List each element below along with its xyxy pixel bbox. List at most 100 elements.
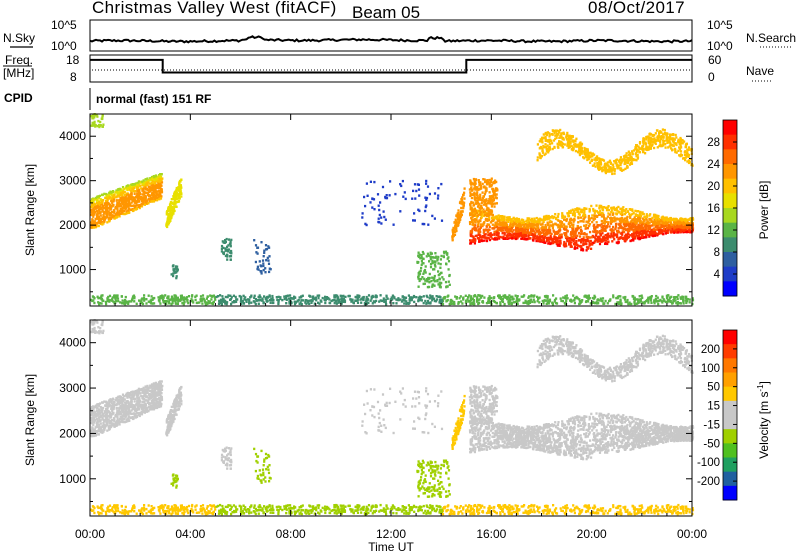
power-echo (494, 188, 497, 191)
power-echo (550, 220, 553, 224)
power-echo (556, 244, 559, 247)
nsearch-label: N.Search (746, 31, 796, 45)
power-echo (429, 263, 433, 266)
power-echo (423, 222, 426, 226)
power-echo (91, 124, 94, 127)
power-echo (503, 231, 506, 235)
power-echo (507, 301, 510, 304)
power-echo (177, 186, 180, 189)
power-echo (580, 239, 583, 242)
power-echo (470, 295, 473, 298)
power-echo (613, 208, 616, 211)
power-echo (612, 167, 615, 170)
power-echo (469, 191, 472, 194)
power-echo (505, 236, 509, 239)
power-echo (605, 162, 608, 166)
power-echo (536, 143, 539, 146)
power-echo (502, 215, 505, 218)
power-echo (429, 257, 432, 261)
power-echo (363, 195, 366, 199)
power-echo (514, 235, 517, 239)
power-echo (136, 192, 139, 195)
power-echo (433, 284, 436, 287)
power-echo (471, 201, 475, 204)
power-echo (479, 196, 482, 199)
power-echo (130, 201, 133, 204)
power-echo (610, 232, 613, 236)
power-echo (685, 222, 688, 225)
power-echo (583, 224, 586, 227)
power-echo (131, 185, 134, 188)
power-echo (614, 302, 617, 306)
power-echo (570, 235, 573, 238)
power-echo (517, 223, 520, 227)
power-echo (528, 220, 531, 223)
power-echo (604, 229, 607, 232)
power-echo (654, 213, 657, 217)
power-echo (665, 218, 668, 221)
power-echo (687, 161, 691, 165)
power-echo (150, 175, 154, 179)
power-echo (152, 175, 155, 178)
power-echo (624, 167, 627, 171)
power-echo (598, 158, 601, 161)
power-echo (377, 217, 380, 220)
power-echo (452, 234, 455, 237)
power-echo (158, 175, 161, 178)
power-echo (482, 208, 485, 211)
power-echo (622, 168, 625, 172)
power-echo (495, 233, 498, 237)
power-echo (175, 189, 178, 192)
power-echo (677, 141, 680, 144)
power-echo (504, 221, 507, 224)
power-echo (539, 146, 542, 150)
power-echo (572, 143, 575, 146)
power-echo (554, 130, 557, 133)
power-echo (569, 245, 572, 248)
power-echo (488, 191, 491, 194)
power-echo (629, 216, 632, 220)
power-echo (178, 191, 181, 194)
power-echo (628, 163, 632, 166)
power-echo (103, 215, 106, 218)
power-echo (174, 267, 177, 270)
power-echo (444, 280, 448, 284)
power-echo (384, 218, 387, 221)
power-echo (424, 205, 427, 209)
power-echo (647, 221, 650, 225)
power-echo (91, 203, 94, 206)
power-echo (490, 179, 493, 183)
power-echo (380, 222, 383, 225)
power-echo (535, 223, 538, 226)
power-echo (571, 213, 575, 217)
power-echo (589, 155, 592, 158)
power-echo (544, 152, 547, 155)
power-echo (462, 194, 465, 197)
power-echo (655, 215, 658, 218)
power-echo (90, 221, 93, 224)
power-echo (538, 152, 541, 155)
power-echo (432, 256, 435, 259)
power-echo (598, 160, 601, 163)
power-echo (548, 146, 551, 149)
power-echo (102, 217, 105, 220)
frequency-panel: Freq. [MHz] 18 8 60 0 Nave (3, 53, 774, 84)
power-echo (489, 196, 492, 199)
power-echo (583, 157, 586, 160)
power-echo (495, 202, 498, 205)
power-echo (654, 139, 657, 142)
power-echo (625, 155, 628, 158)
power-echo (563, 215, 566, 219)
power-echo (597, 168, 601, 171)
power-echo (373, 208, 376, 211)
power-echo (572, 240, 575, 243)
power-echo (495, 221, 498, 225)
power-echo (402, 195, 405, 198)
power-echo (562, 215, 565, 219)
power-echo (541, 147, 544, 150)
power-echo (160, 189, 163, 192)
power-echo (559, 128, 562, 132)
power-echo (98, 215, 101, 218)
power-echo (532, 235, 535, 239)
power-echo (472, 237, 475, 241)
